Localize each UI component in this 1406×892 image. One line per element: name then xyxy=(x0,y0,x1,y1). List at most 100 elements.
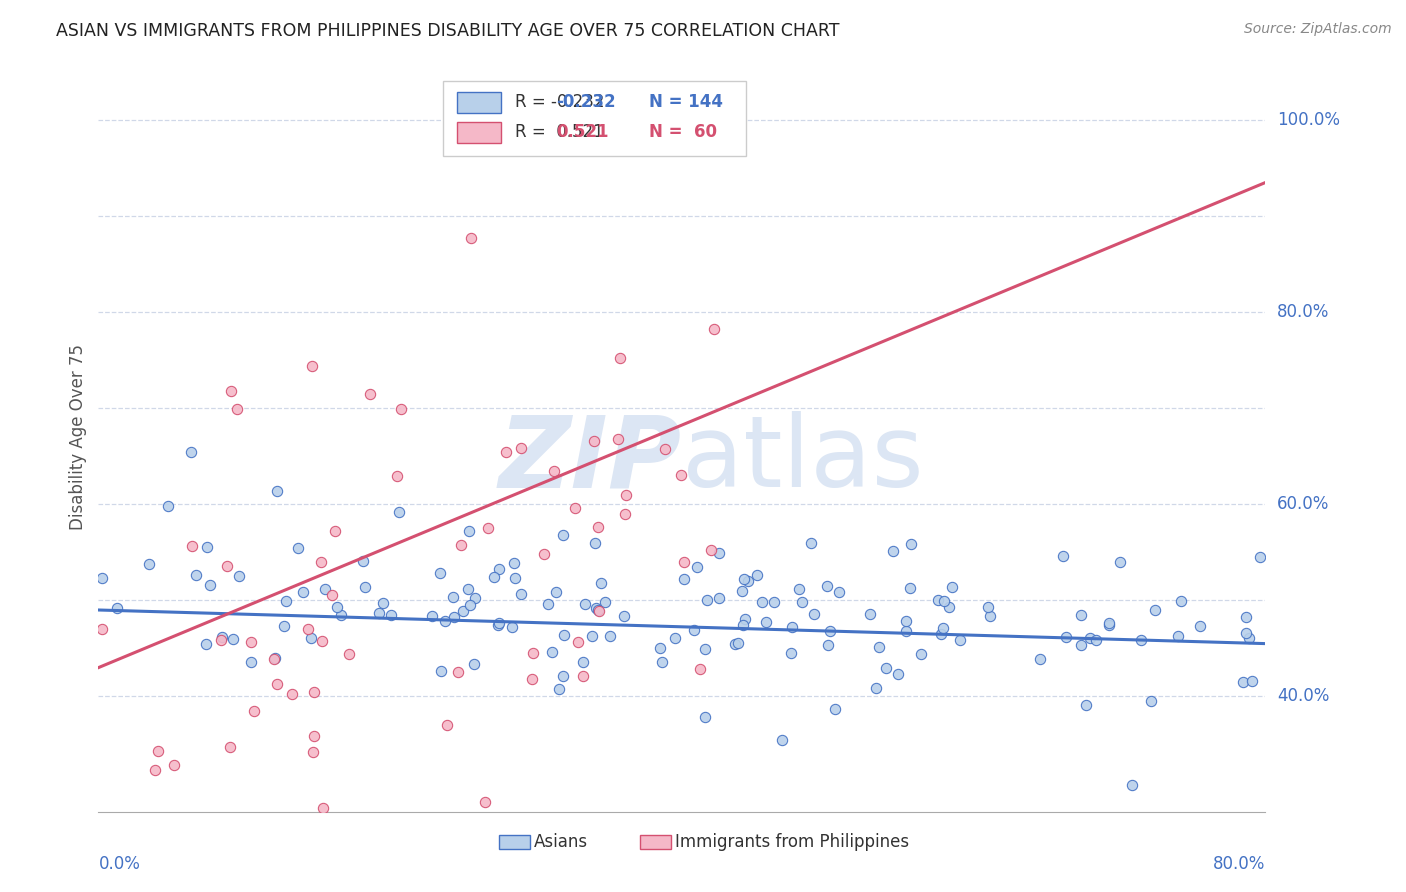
Point xyxy=(143,764,166,778)
Point xyxy=(581,629,603,643)
Point xyxy=(219,384,242,398)
Point xyxy=(882,543,904,558)
Point xyxy=(564,501,586,516)
Point xyxy=(266,484,288,499)
Point xyxy=(380,607,402,622)
Point xyxy=(1170,594,1192,608)
Point xyxy=(614,488,637,502)
Point xyxy=(1234,625,1257,640)
Point xyxy=(1070,638,1092,652)
Point xyxy=(1189,619,1212,633)
Point xyxy=(977,599,1000,614)
Point xyxy=(751,595,773,609)
Text: -0.232: -0.232 xyxy=(555,93,616,112)
Point xyxy=(325,524,347,538)
Point xyxy=(180,444,202,458)
Point xyxy=(276,594,298,608)
Point xyxy=(931,621,953,635)
Point xyxy=(451,604,474,618)
Point xyxy=(609,351,631,365)
Point xyxy=(297,623,319,637)
Point xyxy=(301,359,323,374)
Point xyxy=(1121,778,1143,792)
Point xyxy=(1234,609,1257,624)
FancyBboxPatch shape xyxy=(443,81,747,156)
Point xyxy=(762,595,785,609)
Point xyxy=(266,677,288,691)
Point xyxy=(789,582,811,596)
Point xyxy=(368,606,391,620)
Point xyxy=(443,610,465,624)
Text: Immigrants from Philippines: Immigrants from Philippines xyxy=(675,833,910,851)
Point xyxy=(222,632,245,646)
Point xyxy=(1052,549,1074,564)
Point xyxy=(949,633,972,648)
Point xyxy=(671,468,693,483)
Point xyxy=(280,687,302,701)
Point xyxy=(800,536,823,550)
Point xyxy=(429,566,451,580)
Point xyxy=(463,657,485,672)
Point xyxy=(240,656,263,670)
Point xyxy=(430,665,453,679)
Point xyxy=(464,591,486,605)
Point xyxy=(815,579,838,593)
Point xyxy=(894,614,917,628)
Point xyxy=(263,652,285,666)
Point xyxy=(1078,632,1101,646)
Point xyxy=(447,665,470,680)
Point xyxy=(547,682,569,697)
Point xyxy=(1098,618,1121,632)
Point xyxy=(501,620,523,634)
Point xyxy=(457,524,479,539)
Text: R =  0.521: R = 0.521 xyxy=(515,123,603,141)
Point xyxy=(1237,631,1260,645)
Point xyxy=(586,520,609,534)
Point xyxy=(875,660,897,674)
Point xyxy=(474,795,496,809)
Point xyxy=(745,568,768,582)
Text: ZIP: ZIP xyxy=(499,411,682,508)
Point xyxy=(529,817,551,831)
Point xyxy=(198,578,221,592)
Point xyxy=(859,607,882,621)
Point xyxy=(1098,616,1121,631)
Point xyxy=(1084,633,1107,648)
Point xyxy=(588,604,610,618)
FancyBboxPatch shape xyxy=(457,92,501,112)
Point xyxy=(105,600,128,615)
Point xyxy=(326,600,349,615)
Point xyxy=(263,650,285,665)
Point xyxy=(779,647,801,661)
Point xyxy=(599,629,621,643)
Point xyxy=(588,603,610,617)
Text: N =  60: N = 60 xyxy=(650,123,717,141)
Point xyxy=(195,540,218,554)
Point xyxy=(184,568,207,582)
Point xyxy=(299,631,322,645)
Point xyxy=(654,442,676,456)
Point xyxy=(574,598,596,612)
Point xyxy=(90,572,112,586)
Point xyxy=(593,594,616,608)
Point xyxy=(699,542,721,557)
Point xyxy=(803,607,825,622)
Point xyxy=(486,617,509,632)
Text: Asians: Asians xyxy=(534,833,588,851)
Point xyxy=(828,585,851,599)
Point xyxy=(273,619,295,633)
Point xyxy=(910,647,932,661)
Text: R = -0.232: R = -0.232 xyxy=(515,93,605,112)
Point xyxy=(689,662,711,676)
Point xyxy=(707,546,730,560)
Point xyxy=(571,655,593,669)
Point xyxy=(1140,694,1163,708)
Point xyxy=(225,402,247,417)
Point xyxy=(707,591,730,606)
Point xyxy=(180,539,202,553)
Point xyxy=(664,631,686,645)
Point xyxy=(567,635,589,649)
Point xyxy=(460,230,482,244)
Point xyxy=(239,635,262,649)
Point xyxy=(304,685,326,699)
